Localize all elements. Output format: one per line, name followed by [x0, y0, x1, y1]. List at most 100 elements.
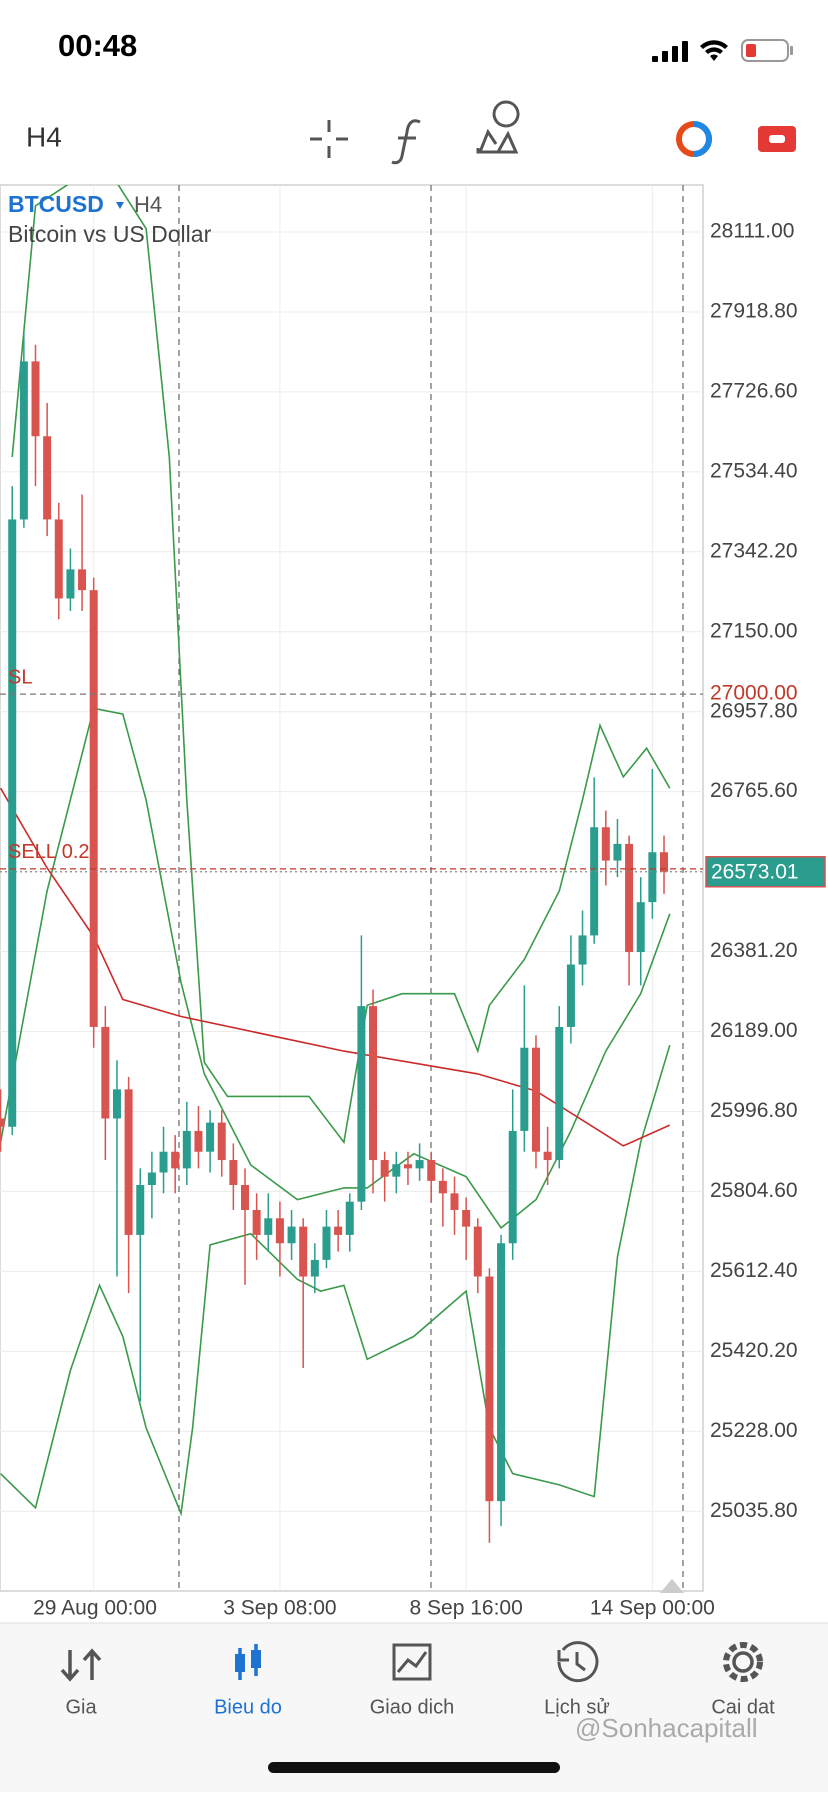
toolbar-timeframe[interactable]: H4 — [26, 121, 62, 152]
indicator-line — [0, 707, 671, 1230]
candle-body — [578, 935, 587, 965]
status-time: 00:48 — [58, 28, 137, 63]
candle-body — [299, 1226, 308, 1277]
symbol-dropdown[interactable] — [116, 202, 124, 209]
nav-label[interactable]: Bieu do — [214, 1696, 282, 1718]
candle-body — [415, 1160, 424, 1169]
indicator-line — [11, 185, 671, 1145]
level-label: SELL 0.2 — [8, 841, 90, 863]
header-timeframe: H4 — [134, 192, 162, 217]
candle-body — [252, 1209, 261, 1235]
candle-body — [334, 1226, 343, 1235]
nav-label[interactable]: Gia — [65, 1696, 97, 1718]
candle-body — [194, 1130, 203, 1152]
x-tick-label: 3 Sep 08:00 — [223, 1597, 336, 1620]
candle-body — [217, 1122, 226, 1161]
indicator-line — [0, 1044, 671, 1517]
candle-body — [124, 1089, 133, 1235]
candle-body — [462, 1209, 471, 1227]
candle-body — [19, 361, 28, 520]
candle-body — [590, 827, 599, 936]
candle-body — [206, 1122, 215, 1152]
candle-body — [438, 1180, 447, 1194]
candle-body — [275, 1218, 284, 1244]
candle-body — [613, 843, 622, 861]
y-tick-label: 25996.80 — [710, 1099, 798, 1122]
last-price-box — [705, 856, 826, 888]
y-tick-label: 27150.00 — [710, 619, 798, 642]
candle-body — [485, 1276, 494, 1502]
y-tick-label: 27534.40 — [710, 459, 798, 482]
candle-body — [229, 1160, 238, 1186]
candle-body — [171, 1151, 180, 1169]
candle-body — [648, 852, 657, 903]
candle-body — [555, 1026, 564, 1161]
y-tick-label: 27342.20 — [710, 539, 798, 562]
candle-body — [182, 1130, 191, 1169]
symbol[interactable]: BTCUSD — [8, 191, 104, 217]
candle-body — [136, 1185, 145, 1235]
candle-body — [101, 1026, 110, 1119]
status-icons — [652, 39, 793, 62]
nav-label[interactable]: Lịch sử — [544, 1696, 610, 1718]
candle-body — [287, 1226, 296, 1244]
y-tick-label: 28111.00 — [710, 220, 794, 243]
candle-body — [497, 1243, 506, 1502]
y-tick-label: 27726.60 — [710, 379, 798, 402]
nav-labels: Gia Bieu do Giao dich Lịch sử Cai dat — [65, 1696, 775, 1718]
candle-body — [660, 852, 669, 872]
candle-body — [473, 1226, 482, 1277]
y-tick-label: 27918.80 — [710, 300, 798, 323]
toolbar-icons[interactable] — [310, 100, 796, 165]
y-tick-label: 25035.80 — [710, 1499, 798, 1522]
y-tick-label: 26381.20 — [710, 939, 798, 962]
last-price-label: 26573.01 — [711, 860, 799, 883]
candle-body — [450, 1193, 459, 1210]
candle-body — [78, 569, 87, 591]
level-price-bg — [706, 682, 828, 707]
candle-body — [566, 964, 575, 1027]
y-tick-label: 25612.40 — [710, 1259, 798, 1282]
candle-body — [636, 902, 645, 953]
y-tick-label: 25804.60 — [710, 1179, 798, 1202]
candle-body — [322, 1226, 331, 1260]
candle-body — [369, 1006, 378, 1161]
candle-body — [380, 1160, 389, 1177]
candle-body — [264, 1218, 273, 1235]
candle-body — [241, 1185, 250, 1210]
candle-body — [310, 1259, 319, 1277]
x-tick-label: 29 Aug 00:00 — [33, 1597, 157, 1620]
candle-body — [508, 1130, 517, 1244]
candle-body — [8, 519, 17, 1127]
watermark: @Sonhacapitall — [575, 1713, 758, 1743]
candle-body — [345, 1201, 354, 1235]
y-tick-label: 26765.60 — [710, 779, 798, 802]
level-price: 27000.00 — [710, 682, 798, 705]
nav-label[interactable]: Giao dich — [370, 1696, 455, 1718]
y-tick-label: 26189.00 — [710, 1019, 798, 1042]
nav-icons[interactable] — [60, 1641, 763, 1683]
level-label: SL — [8, 666, 32, 688]
candle-body — [112, 1089, 121, 1119]
chart-frame — [0, 184, 704, 1592]
candle-body — [403, 1164, 412, 1169]
candle-body — [54, 519, 63, 599]
candle-body — [31, 361, 40, 437]
candle-body — [531, 1047, 540, 1152]
candle-body — [543, 1151, 552, 1161]
candle-body — [147, 1172, 156, 1186]
candle-body — [601, 827, 610, 861]
candle-body — [392, 1164, 401, 1177]
candle-body — [0, 1118, 5, 1127]
y-tick-label: 25228.00 — [710, 1419, 798, 1442]
y-tick-label: 26957.80 — [710, 699, 798, 722]
candle-body — [159, 1151, 168, 1173]
home-indicator — [268, 1762, 560, 1773]
candle-body — [43, 436, 52, 520]
candle-body — [66, 569, 75, 599]
candle-body — [357, 1006, 366, 1202]
nav-label[interactable]: Cai dat — [711, 1696, 775, 1718]
overlay: SL 27000.00 SELL 0.2 26573.01 — [0, 666, 828, 888]
candle-body — [427, 1160, 436, 1181]
